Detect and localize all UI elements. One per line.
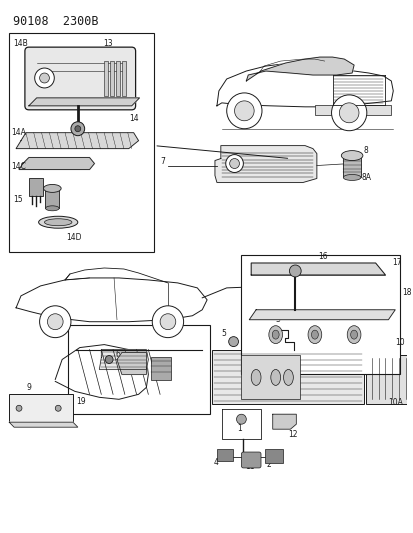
Bar	[241, 354, 299, 399]
Circle shape	[229, 158, 239, 168]
Polygon shape	[249, 310, 394, 320]
Text: 1: 1	[237, 424, 242, 433]
Text: 3: 3	[275, 314, 280, 324]
Circle shape	[331, 95, 366, 131]
Circle shape	[55, 405, 61, 411]
Circle shape	[234, 101, 254, 121]
Bar	[104, 61, 108, 96]
Ellipse shape	[283, 369, 293, 385]
Text: 90108  2300B: 90108 2300B	[13, 15, 98, 28]
Circle shape	[225, 155, 243, 173]
Text: 14: 14	[128, 114, 138, 123]
Bar	[314, 105, 390, 115]
Ellipse shape	[311, 330, 318, 339]
Bar	[365, 354, 413, 404]
Text: 2: 2	[266, 460, 271, 469]
Text: 14B: 14B	[13, 39, 28, 48]
Polygon shape	[117, 352, 146, 375]
Circle shape	[289, 265, 300, 277]
Circle shape	[160, 314, 176, 330]
Ellipse shape	[43, 184, 61, 192]
Bar	[241, 255, 399, 375]
Circle shape	[339, 103, 358, 123]
Circle shape	[75, 126, 81, 132]
Polygon shape	[246, 57, 353, 81]
Text: 14C: 14C	[11, 161, 26, 171]
Bar	[211, 350, 363, 404]
FancyBboxPatch shape	[241, 452, 260, 468]
Text: 18: 18	[401, 288, 411, 297]
Ellipse shape	[251, 369, 260, 385]
Bar	[29, 179, 43, 196]
Circle shape	[40, 73, 49, 83]
Text: 7: 7	[160, 157, 164, 166]
Text: 11: 11	[245, 462, 254, 471]
Text: 10A: 10A	[387, 398, 402, 407]
Ellipse shape	[270, 369, 280, 385]
Circle shape	[152, 306, 183, 337]
Ellipse shape	[268, 326, 282, 344]
Text: 16: 16	[317, 252, 327, 261]
Circle shape	[105, 356, 113, 364]
Circle shape	[236, 414, 246, 424]
Text: 5: 5	[221, 329, 226, 337]
Ellipse shape	[341, 151, 362, 160]
Circle shape	[226, 93, 261, 129]
Text: 17: 17	[392, 258, 401, 267]
Circle shape	[228, 337, 238, 346]
Text: 19: 19	[76, 397, 85, 406]
Bar	[216, 449, 232, 461]
Circle shape	[35, 68, 54, 88]
Text: 10: 10	[394, 337, 404, 346]
Polygon shape	[19, 158, 94, 169]
Text: 4: 4	[214, 458, 218, 467]
Bar	[45, 188, 59, 208]
FancyBboxPatch shape	[25, 47, 135, 110]
Ellipse shape	[272, 330, 278, 339]
Ellipse shape	[350, 330, 357, 339]
Bar	[68, 325, 209, 414]
Bar	[264, 449, 282, 463]
Bar	[9, 394, 73, 422]
Text: 14D: 14D	[66, 233, 81, 242]
Ellipse shape	[38, 216, 78, 228]
Polygon shape	[251, 263, 385, 275]
Circle shape	[16, 405, 22, 411]
Polygon shape	[16, 133, 138, 149]
Polygon shape	[55, 345, 148, 399]
Polygon shape	[214, 146, 316, 182]
Text: 13: 13	[103, 39, 113, 48]
Text: 8: 8	[363, 146, 368, 155]
Circle shape	[47, 314, 63, 330]
Text: 12: 12	[288, 430, 297, 439]
Circle shape	[71, 122, 85, 136]
Text: 8A: 8A	[361, 173, 371, 182]
Polygon shape	[99, 350, 148, 369]
Text: 6: 6	[115, 350, 120, 359]
Polygon shape	[9, 422, 78, 427]
Text: 14A: 14A	[11, 128, 26, 136]
Bar	[151, 357, 171, 381]
Bar	[116, 61, 120, 96]
Polygon shape	[29, 98, 139, 106]
Ellipse shape	[45, 206, 59, 211]
Ellipse shape	[307, 326, 321, 344]
Bar	[9, 33, 154, 252]
Text: 15: 15	[13, 195, 23, 204]
Bar	[121, 61, 126, 96]
Bar	[110, 61, 114, 96]
Polygon shape	[16, 278, 206, 322]
Ellipse shape	[347, 326, 360, 344]
Ellipse shape	[342, 174, 360, 181]
Circle shape	[40, 306, 71, 337]
Bar	[342, 156, 360, 177]
Polygon shape	[272, 414, 296, 429]
Ellipse shape	[44, 219, 72, 225]
Text: 9: 9	[27, 383, 32, 392]
